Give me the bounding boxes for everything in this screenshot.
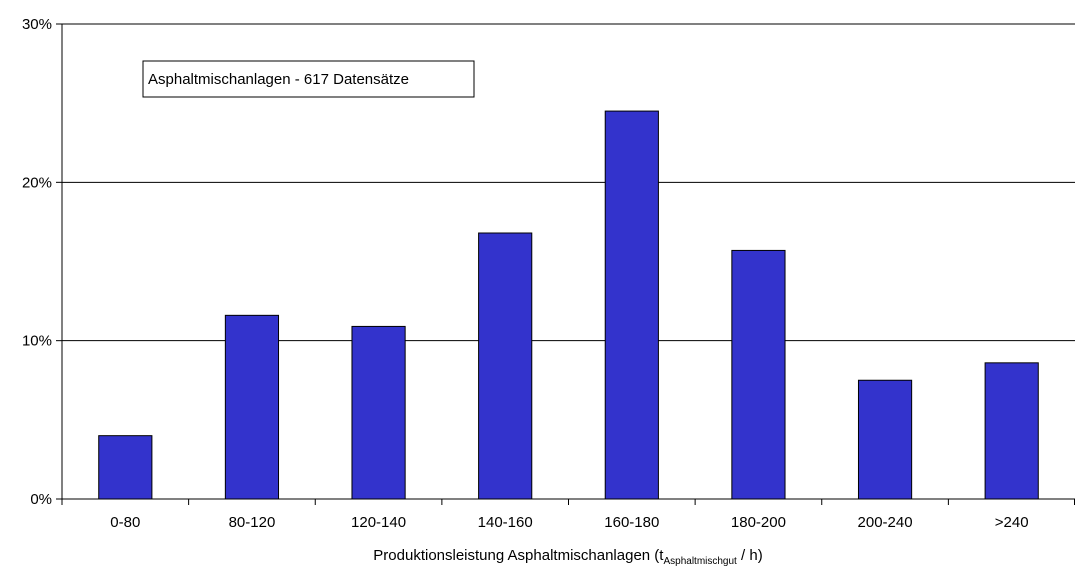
x-tick-label: 140-160 bbox=[478, 514, 533, 531]
y-tick-label: 10% bbox=[22, 333, 52, 350]
x-tick-label: 200-240 bbox=[858, 514, 913, 531]
x-tick-label: 0-80 bbox=[110, 514, 140, 531]
x-tick-label: 160-180 bbox=[604, 514, 659, 531]
x-axis-title-main: Produktionsleistung Asphaltmischanlagen … bbox=[373, 547, 664, 564]
x-tick-label: >240 bbox=[995, 514, 1029, 531]
x-tick-labels: 0-80 80-120 120-140 140-160 160-180 180-200 20… bbox=[61, 499, 1075, 531]
bar bbox=[351, 325, 406, 500]
y-tick-label: 30% bbox=[22, 16, 52, 33]
bars bbox=[98, 110, 1039, 500]
y-tick-labels: 0% 10% 20% 30% bbox=[22, 16, 62, 508]
x-axis-title-subscript: Asphaltmischgut bbox=[663, 556, 737, 567]
x-axis-title-end: / h) bbox=[737, 547, 763, 564]
x-tick-label: 80-120 bbox=[229, 514, 276, 531]
y-tick-label: 20% bbox=[22, 174, 52, 191]
bar bbox=[478, 232, 533, 500]
annotation-box: Asphaltmischanlagen - 617 Datensätze bbox=[142, 60, 475, 98]
x-tick-label: 120-140 bbox=[351, 514, 406, 531]
y-tick-label: 0% bbox=[30, 491, 52, 508]
bar bbox=[224, 314, 280, 500]
bar bbox=[731, 249, 786, 500]
bar bbox=[857, 379, 913, 500]
bar bbox=[98, 435, 153, 500]
bar bbox=[984, 362, 1039, 500]
annotation-text: Asphaltmischanlagen - 617 Datensätze bbox=[148, 71, 409, 88]
x-axis-title: Produktionsleistung Asphaltmischanlagen … bbox=[373, 547, 762, 567]
x-tick-label: 180-200 bbox=[731, 514, 786, 531]
bar bbox=[604, 110, 659, 500]
